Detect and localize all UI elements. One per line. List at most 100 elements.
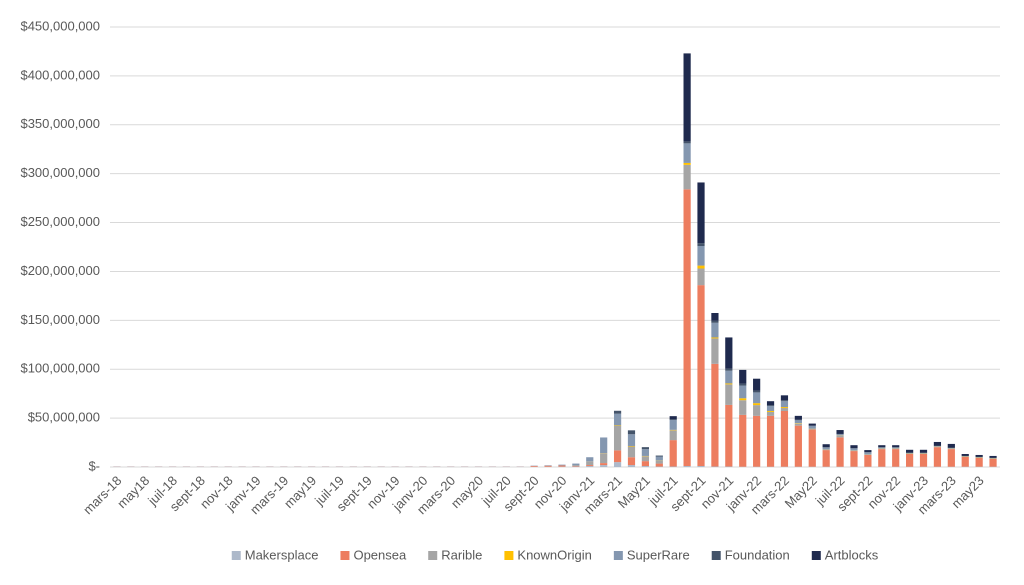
- legend-swatch: [340, 551, 350, 560]
- bar-segment: [794, 415, 802, 420]
- bar-segment: [892, 447, 900, 449]
- y-tick-label: $400,000,000: [20, 67, 100, 82]
- bar-segment: [586, 465, 594, 467]
- bar-segment: [558, 464, 566, 466]
- bar-segment: [683, 143, 691, 163]
- bar-segment: [586, 461, 594, 466]
- bar-segment: [641, 447, 649, 450]
- bar-segment: [780, 407, 789, 409]
- bar-segment: [822, 450, 830, 467]
- legend-label: SuperRare: [627, 547, 690, 562]
- bar-segment: [641, 449, 649, 456]
- legend-label: Rarible: [441, 547, 482, 562]
- bar-segment: [711, 337, 719, 339]
- bar-segment: [794, 420, 802, 424]
- bar-segment: [766, 415, 775, 467]
- bar-segment: [780, 408, 789, 411]
- x-tick-label: may20: [448, 473, 486, 511]
- bar-segment: [753, 392, 761, 404]
- bar-segment: [753, 390, 761, 393]
- bar-segment: [836, 434, 844, 436]
- bar-segment: [683, 141, 691, 144]
- bar-segment: [850, 448, 858, 451]
- legend-swatch: [504, 551, 514, 560]
- y-tick-label: $150,000,000: [20, 312, 100, 327]
- bar-segment: [892, 449, 900, 467]
- bar-segment: [725, 383, 733, 385]
- legend-label: Opensea: [353, 547, 407, 562]
- bar-segment: [711, 313, 719, 321]
- legend-swatch: [231, 551, 241, 560]
- bar-segment: [613, 425, 622, 451]
- bar-segment: [836, 430, 844, 434]
- bar-segment: [850, 451, 858, 467]
- bar-segment: [989, 455, 997, 458]
- bar-segment: [683, 189, 691, 467]
- legend-swatch: [613, 551, 623, 560]
- bar-segment: [919, 453, 928, 467]
- bar-segment: [836, 437, 844, 467]
- bar-segment: [808, 423, 816, 426]
- bar-segment: [906, 449, 914, 453]
- y-tick-label: $300,000,000: [20, 165, 100, 180]
- x-tick-label: may23: [948, 473, 986, 511]
- bar-segment: [627, 465, 636, 467]
- bar-segment: [725, 404, 733, 467]
- y-tick-label: $250,000,000: [20, 214, 100, 229]
- bar-segment: [627, 457, 636, 466]
- bar-segment: [780, 395, 789, 401]
- bar-segment: [613, 450, 622, 463]
- bar-segment: [683, 164, 691, 190]
- bar-segment: [711, 322, 719, 338]
- bar-segment: [655, 460, 663, 464]
- bar-segment: [753, 415, 761, 467]
- legend-label: Makersplace: [245, 547, 319, 562]
- bar-segment: [683, 53, 691, 142]
- bar-segment: [739, 369, 747, 384]
- bar-segment: [780, 410, 789, 467]
- bar-segment: [655, 455, 663, 457]
- bar-segment: [600, 465, 608, 467]
- y-tick-label: $450,000,000: [20, 18, 100, 33]
- bar-segment: [753, 378, 761, 391]
- bar-segment: [753, 405, 761, 416]
- bar-segment: [572, 465, 580, 467]
- bar-segment: [600, 463, 608, 466]
- bar-segment: [975, 454, 983, 457]
- bar-segment: [544, 465, 552, 467]
- bar-segment: [808, 429, 816, 467]
- y-tick-label: $200,000,000: [20, 263, 100, 278]
- bar-segment: [766, 405, 775, 407]
- bar-segment: [864, 454, 872, 467]
- bar-segment: [808, 425, 816, 429]
- bar-segment: [669, 420, 677, 430]
- bar-segment: [780, 400, 789, 402]
- bar-segment: [641, 456, 649, 462]
- bar-segment: [739, 400, 747, 415]
- bar-segment: [739, 383, 747, 386]
- bar-segment: [878, 449, 886, 467]
- bar-segment: [947, 443, 955, 448]
- bar-segment: [711, 363, 719, 467]
- bar-segment: [906, 453, 914, 467]
- bar-segment: [725, 368, 733, 371]
- bar-segment: [766, 411, 775, 416]
- bar-segment: [739, 398, 747, 401]
- bar-segment: [725, 337, 733, 369]
- bar-segment: [697, 466, 705, 467]
- bar-segment: [933, 447, 942, 467]
- bar-segment: [766, 410, 775, 412]
- bar-segment: [572, 463, 580, 466]
- bar-segment: [961, 456, 969, 467]
- bar-segment: [613, 462, 622, 467]
- bar-segment: [892, 445, 900, 448]
- bar-segment: [919, 449, 928, 453]
- bar-segment: [766, 401, 775, 406]
- bar-segment: [558, 465, 566, 467]
- bar-segment: [600, 453, 608, 464]
- bar-segment: [683, 162, 691, 165]
- legend-swatch: [811, 551, 821, 560]
- bar-segment: [697, 182, 705, 244]
